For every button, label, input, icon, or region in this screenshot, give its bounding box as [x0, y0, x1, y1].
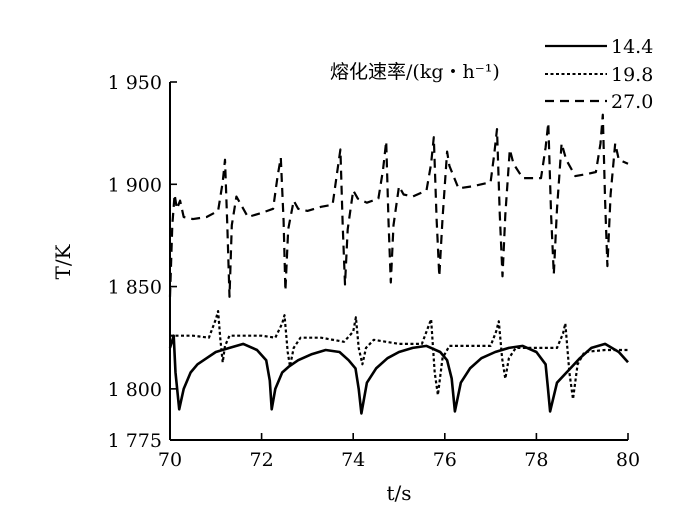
- series-line-14-4: [168, 334, 629, 415]
- y-tick-label: 1 950: [108, 72, 162, 94]
- y-tick-label: 1 775: [108, 430, 162, 452]
- legend-label-27-0: 27.0: [611, 91, 653, 113]
- x-axis-label: t/s: [386, 481, 411, 505]
- series-line-19-8: [170, 310, 628, 401]
- plot-frame: [169, 82, 628, 441]
- x-tick-label: 76: [433, 449, 457, 471]
- x-tick-label: 80: [616, 449, 640, 471]
- y-ticks: 1 775 1 800 1 850 1 900 1 950: [108, 72, 177, 452]
- y-tick-label: 1 850: [108, 277, 162, 299]
- series-lines: [168, 113, 629, 415]
- y-axis-label: T/K: [51, 243, 75, 279]
- series-line-27-0: [168, 113, 629, 298]
- x-ticks: 70 72 74 76 78 80: [158, 433, 640, 471]
- x-tick-label: 70: [158, 449, 182, 471]
- legend-label-19-8: 19.8: [611, 64, 653, 86]
- y-tick-label: 1 900: [108, 174, 162, 196]
- x-tick-label: 78: [524, 449, 548, 471]
- legend: 熔化速率/(kg・h⁻¹) 14.4 19.8 27.0: [330, 36, 653, 113]
- x-tick-label: 72: [250, 449, 274, 471]
- x-tick-label: 74: [341, 449, 365, 471]
- legend-title: 熔化速率/(kg・h⁻¹): [330, 61, 500, 83]
- y-tick-label: 1 800: [108, 379, 162, 401]
- legend-label-14-4: 14.4: [611, 36, 653, 58]
